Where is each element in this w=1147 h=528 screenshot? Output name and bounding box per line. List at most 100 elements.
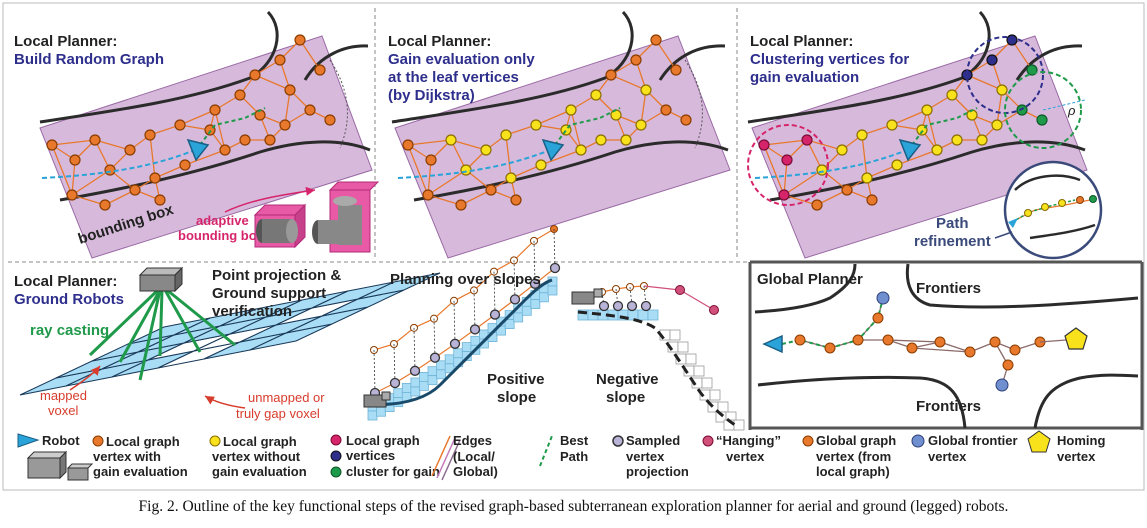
ray-casting-label: ray casting: [30, 322, 109, 339]
graph-edge: [610, 74, 647, 91]
graph-vertex: [841, 184, 853, 196]
graph-vertex: [1036, 114, 1048, 126]
negative-slope-label-1: Negative: [596, 371, 659, 388]
mapped-voxel-label-1: mapped: [40, 388, 87, 403]
aerial-robot-legend-icon: [26, 450, 68, 480]
graph-vertex: [931, 144, 943, 156]
global-vertex: [1009, 344, 1021, 356]
graph-edge: [783, 159, 788, 196]
rho-radius: [1042, 99, 1086, 111]
slope-voxel: [504, 319, 515, 329]
graph-vertex: [66, 189, 78, 201]
slope-voxel: [427, 366, 438, 377]
graph-vertex: [129, 184, 141, 196]
projected-vertex: [529, 278, 541, 289]
graph-edge: [51, 139, 96, 146]
global-vertex: [824, 342, 836, 354]
graph-edge: [896, 149, 938, 166]
graph-vertex: [1006, 34, 1018, 46]
local-graph-vertices: [758, 34, 1048, 211]
graph-edge: [407, 144, 429, 196]
mapped-voxel-label-2: voxel: [48, 403, 78, 418]
graph-vertex: [801, 134, 813, 146]
graph-edge: [926, 109, 938, 151]
voxel-cell: [357, 272, 441, 300]
projection-line: [413, 327, 416, 371]
slope-voxel: [647, 309, 659, 321]
graph-vertex: [640, 84, 652, 96]
projected-vertex: [612, 300, 624, 312]
legend-sampled-2: vertex: [626, 449, 665, 464]
hanging-vertex-legend: [702, 435, 714, 447]
graph-vertex: [660, 104, 672, 116]
cluster-pink-legend: [330, 434, 342, 446]
slope-voxel: [401, 383, 412, 393]
legend-hanging-1: “Hanging”: [716, 433, 781, 448]
slope-voxel: [513, 312, 524, 323]
projection-label-2: Ground support: [212, 285, 326, 302]
past-trajectory: [41, 149, 196, 179]
graph-edge: [996, 89, 1003, 126]
tunnel-wall-top: [39, 10, 279, 124]
legend-edges-1: Edges: [453, 433, 492, 448]
tunnel-wall: [1033, 373, 1139, 429]
slope-graph: [369, 225, 719, 399]
slope-voxel: [444, 363, 455, 374]
tunnel-wall-top-right: [303, 44, 369, 81]
projected-vertex: [449, 338, 461, 349]
projection-line: [493, 271, 496, 315]
empty-voxel: [693, 365, 705, 377]
graph-vertex: [951, 134, 963, 146]
global-vertex: [872, 312, 884, 324]
graph-vertex: [996, 84, 1008, 96]
frontier-vertex: [995, 378, 1009, 392]
empty-voxel: [717, 401, 729, 413]
slope-voxel: [521, 305, 532, 316]
global-graph: [781, 291, 1067, 392]
ground-robot-icon: [363, 288, 603, 408]
graph-vertex: [605, 69, 617, 81]
graph-vertex: [264, 134, 276, 146]
panel3-title: Local Planner:: [750, 33, 853, 50]
graph-vertex: [680, 114, 692, 126]
graph-edge: [861, 134, 868, 179]
graph-edge: [891, 109, 928, 126]
legend-frontier-1: Global frontier: [928, 433, 1018, 448]
slope-voxel: [393, 388, 404, 399]
homing-legend-icon: [1027, 430, 1051, 453]
panel-gain-evaluation: Local Planner: Gain evaluation only at t…: [388, 10, 731, 259]
panel-planning-over-slopes: Planning over slopes Positive slope Nega…: [363, 225, 745, 431]
graph-vertex: [154, 194, 166, 206]
slope-voxel: [470, 335, 481, 346]
global-edge: [911, 347, 971, 353]
slope-voxel: [410, 377, 421, 388]
graph-edge: [214, 109, 226, 151]
robot-icon: [898, 138, 922, 162]
graph-vertex: [921, 104, 933, 116]
tunnel-wall-top-right: [658, 44, 726, 81]
graph-vertex: [778, 189, 790, 201]
projection-line: [615, 288, 619, 307]
graph-edge: [966, 74, 1003, 91]
graph-edge: [284, 89, 291, 126]
legend-global-2: vertex (from: [816, 449, 891, 464]
sensor-arc: [684, 59, 703, 149]
slope-voxel: [410, 386, 421, 397]
projected-vertex: [469, 324, 481, 335]
global-planner-title: Global Planner: [757, 271, 863, 288]
legend-best-2: Path: [560, 449, 588, 464]
frontier-vertex-legend: [911, 434, 925, 448]
legend-local-nogain-2: vertex without: [212, 449, 301, 464]
panel-clustering: ρ Path refinement Local Planner: Cluster…: [747, 10, 1103, 260]
legend-local-gain-3: gain evaluation: [93, 464, 188, 479]
best-path: [199, 107, 266, 146]
slope-voxels: [367, 276, 745, 431]
global-vertex-legend: [802, 435, 814, 447]
slope-voxel: [547, 285, 558, 296]
projected-vertex: [549, 262, 561, 274]
slope-voxel: [419, 372, 429, 382]
adaptive-label: adaptive: [196, 213, 249, 228]
graph-edge: [94, 139, 131, 151]
legend-local-nogain-1: Local graph: [223, 434, 297, 449]
graph-edge: [71, 169, 111, 196]
